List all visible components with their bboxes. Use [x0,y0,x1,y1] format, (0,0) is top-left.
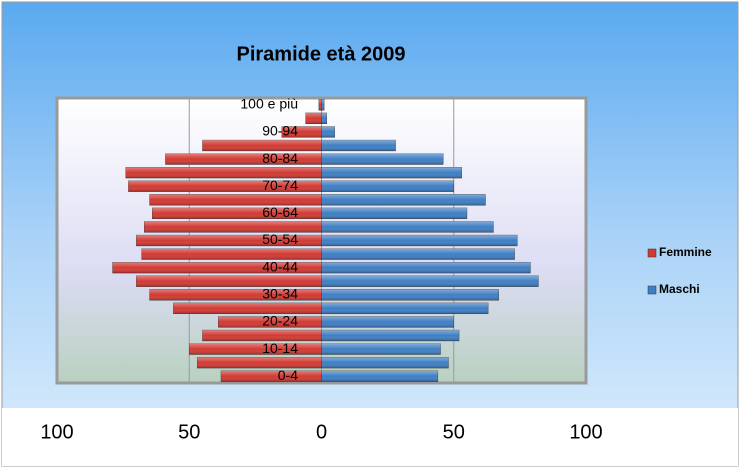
bar-shade [321,330,460,341]
bar-shade [321,207,467,219]
x-tick-label: 0 [316,421,327,443]
category-label: 100 e più [240,95,298,111]
legend-swatch [647,248,657,258]
category-label: 90-94 [262,123,298,139]
bar-shade [321,235,518,246]
bar-shade [321,343,441,355]
category-label: 50-54 [262,231,298,247]
bar-shade [321,99,325,111]
bar-shade [149,194,322,206]
bar-shade [165,153,322,165]
x-tick-label: 50 [443,421,465,443]
axis-band [2,408,738,466]
bar-shade [321,167,462,179]
legend-label: Femmine [659,245,712,259]
bar-shade [281,126,322,138]
bar-shade [141,248,322,260]
bar-shade [321,180,454,192]
x-tick-label: 100 [569,421,602,443]
bar-shade [136,235,322,246]
bar-shade [125,167,322,179]
bar-shade [220,370,322,382]
bar-shade [218,316,322,328]
bar-shade [321,140,396,151]
x-tick-label: 50 [178,421,200,443]
category-label: 0-4 [278,367,298,383]
bar-shade [152,207,322,219]
bar-shade [321,126,335,138]
bar-shade [321,262,531,274]
category-label: 60-64 [262,204,298,220]
bar-shade [318,99,322,111]
bar-shade [321,302,489,314]
bar-shade [321,248,515,260]
x-tick-label: 100 [40,421,73,443]
bar-shade [321,221,494,233]
bar-shade [305,112,322,124]
bar-shade [173,302,322,314]
category-label: 10-14 [262,340,298,356]
bar-shade [136,275,322,287]
bar-shade [202,140,322,151]
bar-shade [189,343,322,355]
category-label: 80-84 [262,150,298,166]
bar-shade [202,330,322,341]
legend-swatch [647,285,657,295]
bar-shade [321,275,539,287]
bar-shade [321,194,486,206]
bar-shade [321,316,454,328]
bar-shade [321,112,327,124]
category-label: 70-74 [262,177,298,193]
bar-shade [321,357,449,369]
bar-shade [149,289,322,301]
bar-shade [197,357,322,369]
chart-title: Piramide età 2009 [237,43,406,65]
legend-label: Maschi [659,282,700,296]
bar-shade [144,221,322,233]
category-label: 40-44 [262,258,298,274]
category-label: 30-34 [262,285,298,301]
category-label: 20-24 [262,313,298,329]
bar-shade [321,289,499,301]
bar-shade [321,370,438,382]
bar-shade [128,180,322,192]
bar-shade [112,262,322,274]
bar-shade [321,153,444,165]
